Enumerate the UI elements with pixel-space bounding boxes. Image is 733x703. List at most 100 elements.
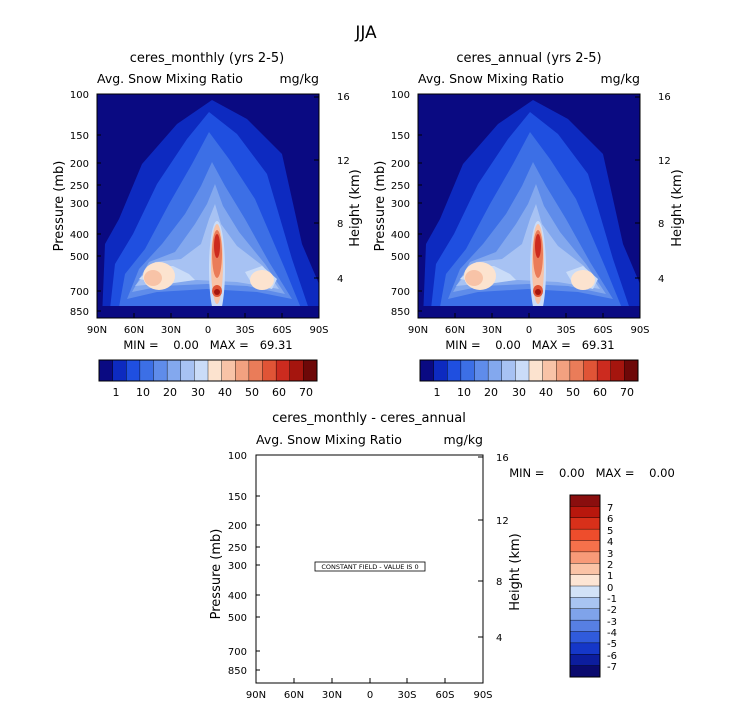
colorbar-swatch: [139, 359, 155, 382]
colorbar-swatch: [275, 359, 291, 382]
height-tick-label: 8: [496, 577, 502, 588]
colorbar-swatch: [303, 359, 318, 382]
colorbar-swatch: [610, 359, 625, 382]
y-tick-label: 850: [228, 666, 247, 677]
colorbar-swatch: [515, 359, 530, 382]
height-ticks: [314, 96, 319, 279]
colorbar-swatch: [569, 506, 601, 519]
colorbar-swatch: [447, 359, 462, 382]
x-tick-label: 90N: [246, 690, 266, 701]
y-tick-label: 200: [228, 521, 247, 532]
variable-label: Avg. Snow Mixing Ratio: [97, 71, 243, 86]
x-tick-label: 0: [205, 325, 211, 336]
annotation-box: [314, 561, 426, 572]
colorbar-swatch: [528, 359, 544, 382]
y-tick-label: 100: [228, 451, 247, 462]
panel-difference: ceres_monthly - ceres_annual Avg. Snow M…: [209, 411, 675, 701]
colorbar-swatches: [98, 359, 318, 382]
panel-right: ceres_annual (yrs 2-5) Avg. Snow Mixing …: [373, 51, 685, 399]
y-axis-right: 16 12 8 4 Height (km): [314, 92, 363, 285]
units-label: mg/kg: [444, 432, 484, 447]
colorbar-label: 40: [539, 386, 553, 399]
colorbar-swatch: [487, 359, 503, 382]
colorbar-label: 20: [163, 386, 177, 399]
y-tick-label: 200: [70, 159, 89, 170]
x-tick-label: 30S: [235, 325, 254, 336]
x-axis: 90N 60N 30N 0 30S 60S 90S: [408, 313, 650, 336]
contour-field: [418, 94, 640, 318]
variable-label: Avg. Snow Mixing Ratio: [418, 71, 564, 86]
x-tick-label: 90S: [473, 690, 492, 701]
x-axis: 90N 60N 30N 0 30S 60S 90S: [87, 313, 329, 336]
colorbar: 1 10 20 30 40 50 60 70: [98, 359, 318, 399]
y-ticks: [256, 454, 261, 671]
colorbar-frame: [419, 359, 639, 382]
colorbar-label: 60: [593, 386, 607, 399]
x-tick-label: 60N: [445, 325, 465, 336]
y-tick-label: 850: [70, 307, 89, 318]
colorbar-swatch: [569, 517, 601, 530]
colorbar-swatch: [235, 359, 250, 382]
colorbar-swatch: [569, 494, 601, 507]
panel-left: ceres_monthly (yrs 2-5) Avg. Snow Mixing…: [52, 51, 363, 399]
colorbar-swatch: [569, 608, 601, 621]
colorbar-label: 40: [218, 386, 232, 399]
colorbar-swatch: [474, 359, 489, 382]
colorbar-label: -1: [607, 594, 617, 605]
colorbar-swatch: [501, 359, 516, 382]
y-tick-label: 100: [391, 90, 410, 101]
x-tick-label: 0: [367, 690, 373, 701]
colorbar-swatch: [583, 359, 598, 382]
x-tick-label: 30N: [322, 690, 342, 701]
y-axis-left: Pressure (mb) 100 150 200 250 300 400 50…: [373, 90, 423, 318]
y-axis-right-label: Height (km): [670, 169, 685, 246]
variable-label: Avg. Snow Mixing Ratio: [256, 432, 402, 447]
x-tick-label: 60S: [272, 325, 291, 336]
colorbar-swatch: [194, 359, 209, 382]
colorbar-swatches: [569, 494, 601, 678]
colorbar-swatch: [569, 563, 601, 576]
y-tick-label: 500: [228, 613, 247, 624]
x-tick-label: 60S: [435, 690, 454, 701]
height-ticks: [478, 456, 483, 638]
height-tick-label: 12: [658, 156, 671, 167]
colorbar-swatch: [569, 619, 601, 633]
colorbar-label: 0: [607, 583, 613, 594]
colorbar-swatch: [569, 574, 601, 587]
colorbar-swatch: [126, 359, 141, 382]
colorbar-label: 2: [607, 560, 613, 571]
y-tick-label: 250: [391, 181, 410, 192]
colorbar-label: -3: [607, 617, 617, 628]
x-ticks: [454, 313, 604, 318]
colorbar-label: 20: [484, 386, 498, 399]
colorbar-label: 1: [434, 386, 441, 399]
colorbar-swatch: [180, 359, 195, 382]
y-tick-label: 100: [70, 90, 89, 101]
colorbar-frame: [98, 359, 318, 382]
y-ticks: [418, 93, 423, 312]
colorbar-label: 10: [136, 386, 150, 399]
colorbar-swatch: [153, 359, 168, 382]
height-tick-label: 16: [496, 453, 509, 464]
x-tick-label: 90S: [309, 325, 328, 336]
x-tick-label: 60S: [593, 325, 612, 336]
colorbar-label: -2: [607, 605, 617, 616]
colorbar-swatch: [460, 359, 476, 382]
y-tick-label: 400: [70, 230, 89, 241]
colorbar-swatch: [262, 359, 277, 382]
x-tick-label: 0: [526, 325, 532, 336]
x-ticks: [293, 678, 446, 683]
colorbar-label: 1: [113, 386, 120, 399]
colorbar-swatch: [221, 359, 236, 382]
height-tick-label: 16: [337, 92, 350, 103]
y-axis-label: Pressure (mb): [373, 161, 388, 252]
colorbar-label: 5: [607, 526, 613, 537]
colorbar-swatch: [569, 642, 601, 655]
colorbar-vertical: 7 6 5 4 3 2 1 0 -1 -2 -3 -4 -5 -6 -7: [569, 494, 617, 678]
height-tick-label: 12: [496, 516, 509, 527]
y-tick-label: 700: [391, 287, 410, 298]
colorbar-swatch: [112, 359, 127, 382]
y-tick-label: 150: [228, 492, 247, 503]
y-axis-right-label: Height (km): [348, 169, 363, 246]
